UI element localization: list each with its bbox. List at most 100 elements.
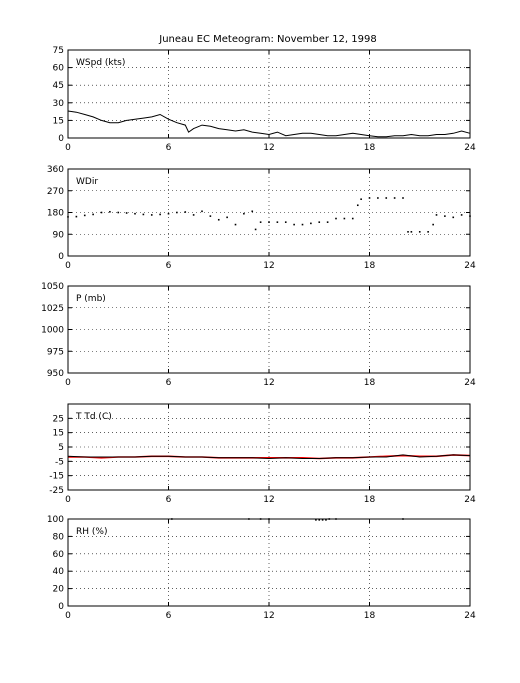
data-point	[310, 222, 312, 225]
y-tick-label: 360	[47, 165, 64, 175]
data-point	[452, 216, 455, 219]
x-tick-label: 24	[464, 261, 476, 271]
y-tick-label: 0	[58, 602, 64, 612]
data-point	[418, 231, 421, 233]
x-tick-label: 24	[464, 143, 476, 153]
x-tick-label: 0	[65, 495, 71, 505]
data-point	[217, 218, 220, 221]
data-point	[167, 212, 170, 215]
data-point	[377, 197, 379, 199]
data-point	[318, 221, 321, 223]
axes-frame	[67, 518, 471, 607]
x-tick-label: 6	[166, 611, 172, 621]
data-point	[100, 211, 103, 214]
data-point	[410, 231, 413, 233]
chart-title: Juneau EC Meteogram: November 12, 1998	[158, 34, 376, 45]
panel-label: WDir	[76, 177, 98, 187]
y-tick-label: 975	[47, 347, 64, 357]
y-tick-label: -5	[55, 457, 64, 467]
data-point	[427, 231, 429, 233]
data-point	[284, 221, 287, 223]
data-point	[243, 212, 245, 215]
data-point	[251, 210, 254, 213]
data-point	[142, 213, 145, 216]
y-tick-label: 60	[53, 64, 65, 74]
data-point	[326, 221, 329, 223]
data-point	[335, 217, 337, 220]
data-point	[159, 213, 161, 216]
x-tick-label: 12	[263, 495, 274, 505]
panel-label: WSpd (kts)	[76, 58, 125, 68]
data-point	[134, 212, 136, 215]
x-tick-label: 6	[166, 378, 172, 388]
y-tick-label: 1000	[41, 326, 64, 336]
x-tick-label: 18	[364, 611, 376, 621]
data-point	[385, 197, 388, 199]
x-tick-label: 18	[364, 378, 376, 388]
panel-label: RH (%)	[76, 527, 107, 537]
y-tick-label: 60	[53, 550, 65, 560]
y-tick-label: 25	[53, 414, 64, 424]
panel-label: P (mb)	[76, 294, 106, 304]
y-tick-label: 15	[53, 429, 64, 439]
x-tick-label: 0	[65, 611, 71, 621]
data-point	[351, 217, 354, 220]
data-point	[407, 231, 409, 233]
x-tick-label: 6	[166, 261, 172, 271]
panel-4: -25 -15 -5 5 15 25 0 6 12 18 24 T Td (C)	[49, 403, 476, 505]
x-tick-label: 18	[364, 143, 376, 153]
y-tick-label: 75	[53, 46, 64, 56]
y-tick-label: 30	[53, 99, 65, 109]
data-point	[92, 213, 94, 216]
x-tick-label: 24	[464, 378, 476, 388]
x-tick-label: 0	[65, 143, 71, 153]
data-point	[117, 211, 120, 214]
y-tick-label: 0	[58, 252, 64, 262]
y-tick-label: 40	[53, 567, 65, 577]
panel-5: 0 20 40 60 80 100 0 6 12 18 24 RH (%)	[47, 515, 476, 621]
data-point	[234, 223, 237, 226]
data-point	[368, 197, 371, 199]
panel-1: 0 15 30 45 60 75 0 6 12 18 24 WSpd (kts)	[53, 46, 476, 153]
data-point	[432, 223, 434, 226]
x-tick-label: 12	[263, 611, 274, 621]
data-point	[254, 228, 257, 231]
data-point	[393, 197, 396, 199]
series-line	[67, 454, 471, 460]
data-point	[83, 214, 86, 217]
data-point	[343, 217, 346, 220]
data-point	[460, 214, 463, 216]
data-point	[360, 198, 362, 201]
data-point	[318, 519, 321, 521]
data-point	[176, 211, 178, 214]
data-point	[209, 215, 212, 217]
x-tick-label: 12	[263, 378, 274, 388]
y-tick-label: 100	[47, 515, 64, 525]
x-tick-label: 12	[263, 143, 274, 153]
data-point	[226, 216, 228, 219]
x-tick-label: 6	[166, 495, 172, 505]
data-point	[75, 215, 78, 218]
y-tick-label: 180	[47, 209, 64, 219]
data-point	[109, 210, 111, 213]
y-tick-label: 1050	[41, 282, 64, 292]
data-point	[325, 519, 327, 521]
y-tick-label: 1025	[41, 304, 64, 314]
x-tick-label: 0	[65, 378, 71, 388]
data-point	[276, 221, 279, 223]
data-point	[435, 214, 438, 216]
x-tick-label: 0	[65, 261, 71, 271]
x-tick-label: 18	[364, 495, 376, 505]
data-point	[192, 214, 195, 216]
y-tick-label: 90	[53, 230, 65, 240]
y-tick-label: 5	[58, 443, 64, 453]
y-tick-label: 20	[53, 585, 65, 595]
y-tick-label: 45	[53, 81, 64, 91]
panel-3: 950 975 1000 1025 1050 0 6 12 18 24 P (mb)	[41, 282, 476, 388]
y-tick-label: 270	[47, 187, 64, 197]
x-tick-label: 18	[364, 261, 376, 271]
data-point	[268, 221, 270, 223]
data-point	[259, 221, 262, 223]
y-tick-label: -15	[49, 472, 64, 482]
